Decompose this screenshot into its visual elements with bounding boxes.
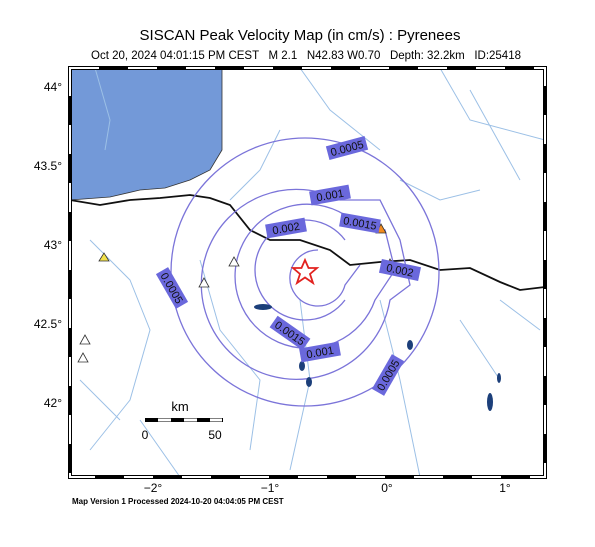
label-box xyxy=(299,341,341,363)
lat-label: 43.5° xyxy=(34,159,62,173)
label-text: 0.002 xyxy=(385,262,414,279)
label-box xyxy=(325,136,369,160)
label-box xyxy=(269,315,311,351)
label-text: 0.0015 xyxy=(342,215,377,233)
sea xyxy=(70,68,223,201)
label-text: 0.002 xyxy=(272,221,301,238)
lon-label: −2° xyxy=(144,481,163,495)
contour-label: 0.001 xyxy=(299,341,341,363)
scale-unit: km xyxy=(171,399,188,414)
contour-label: 0.0015 xyxy=(339,212,381,234)
scale-end: 50 xyxy=(208,428,222,442)
border xyxy=(70,194,545,291)
label-box xyxy=(155,267,189,309)
lon-label: 0° xyxy=(381,481,393,495)
label-box xyxy=(339,212,381,234)
label-text: 0.001 xyxy=(306,345,335,362)
contour-label: 0.002 xyxy=(265,217,307,239)
scale-start: 0 xyxy=(142,428,149,442)
label-box xyxy=(371,354,405,396)
lon-label: −1° xyxy=(261,481,280,495)
lat-label: 42.5° xyxy=(34,317,62,331)
map-area: 0.00050.0010.00150.0020.00050.00150.0010… xyxy=(70,68,545,477)
label-text: 0.001 xyxy=(316,188,345,205)
label-box xyxy=(265,217,307,239)
label-box xyxy=(309,184,351,206)
lon-label: 1° xyxy=(499,481,511,495)
lat-label: 44° xyxy=(44,80,62,94)
footer: Map Version 1 Processed 2024-10-20 04:04… xyxy=(72,497,284,506)
contour-label: 0.001 xyxy=(309,184,351,206)
contour-label: 0.002 xyxy=(378,258,422,282)
lat-label: 43° xyxy=(44,238,62,252)
lat-label: 42° xyxy=(44,396,62,410)
title: SISCAN Peak Velocity Map (in cm/s) : Pyr… xyxy=(140,27,461,44)
epicenter xyxy=(290,257,320,286)
label-box xyxy=(378,258,422,282)
subtitle: Oct 20, 2024 04:01:15 PM CEST M 2.1 N42.… xyxy=(91,50,521,62)
